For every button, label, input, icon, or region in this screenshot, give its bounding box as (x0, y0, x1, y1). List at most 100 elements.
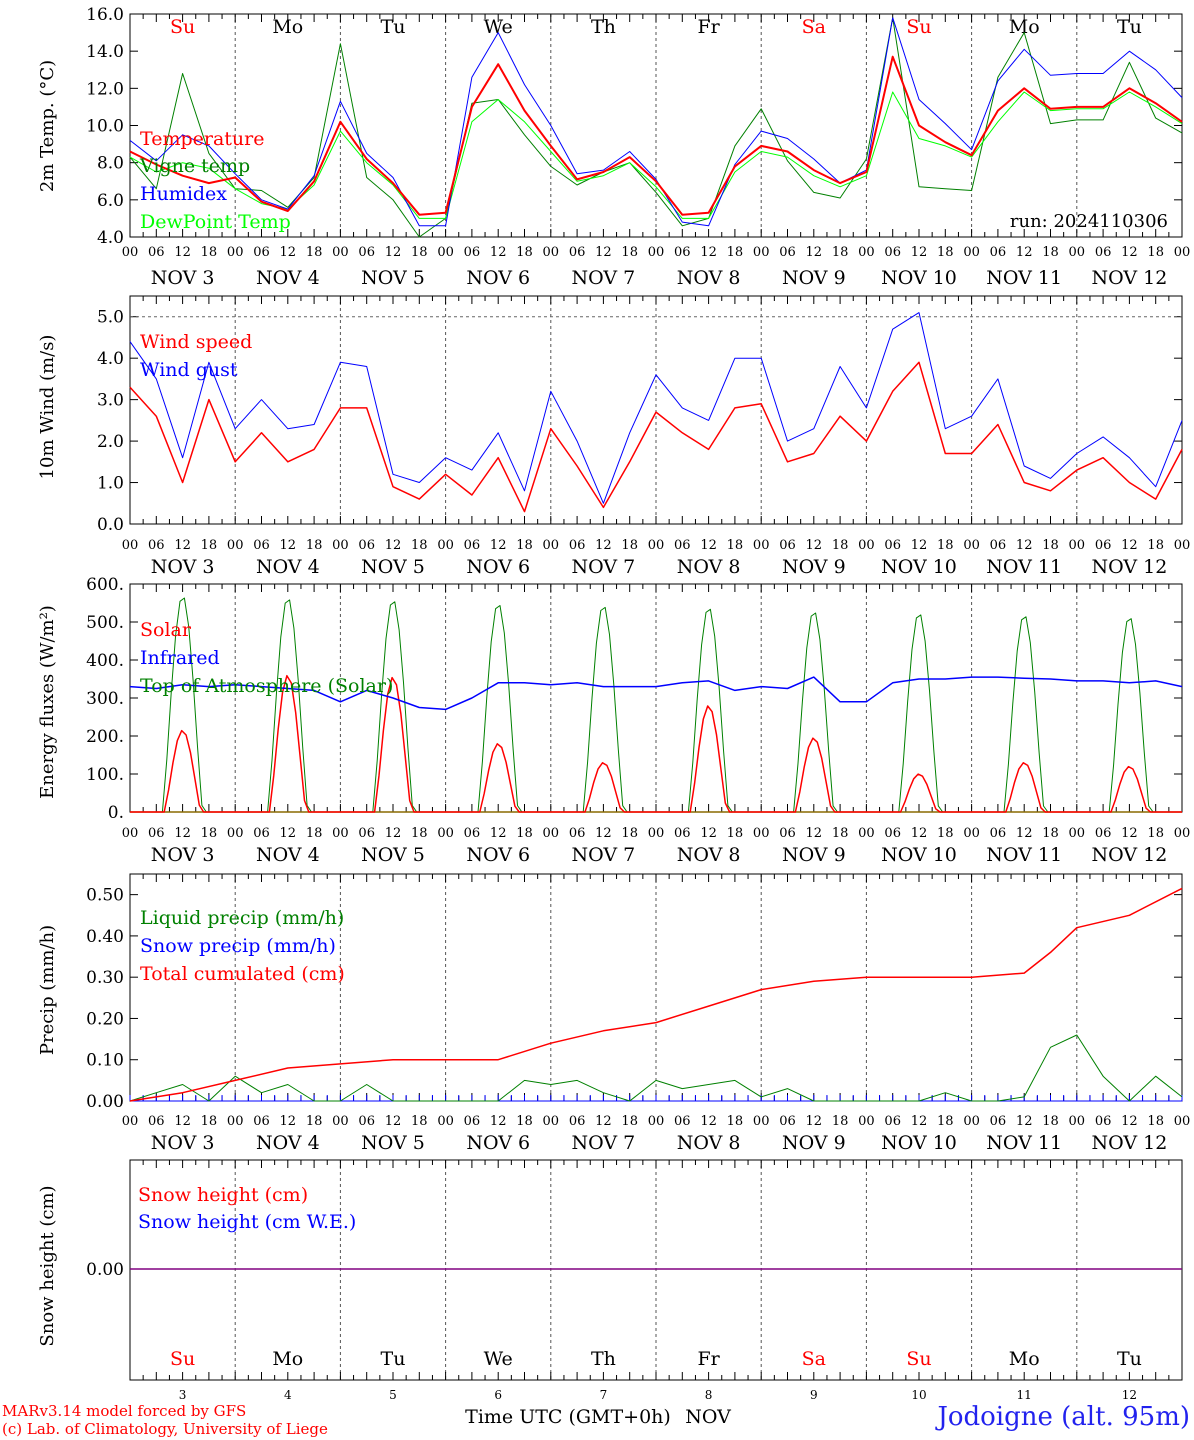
footer-lab-credit: (c) Lab. of Climatology, University of L… (2, 1420, 328, 1438)
date-label: NOV 6 (466, 1132, 530, 1154)
hour-tick-label: 12 (1121, 538, 1138, 553)
hour-tick-label: 18 (727, 826, 744, 841)
day-name: Mo (272, 1348, 303, 1370)
date-label: NOV 3 (151, 844, 215, 866)
hour-tick-label: 06 (358, 826, 375, 841)
date-label: NOV 4 (256, 556, 320, 578)
hour-tick-label: 18 (516, 538, 533, 553)
hour-tick-label: 00 (227, 1114, 244, 1129)
date-label: NOV 4 (256, 844, 320, 866)
hour-tick-label: 00 (858, 826, 875, 841)
hour-tick-label: 12 (280, 538, 297, 553)
hour-tick-label: 06 (253, 1114, 270, 1129)
hour-tick-label: 00 (543, 826, 560, 841)
hour-tick-label: 12 (280, 1114, 297, 1129)
hour-tick-label: 00 (227, 538, 244, 553)
day-name: We (484, 16, 513, 38)
legend-total-cumulated: Total cumulated (cm) (140, 963, 345, 985)
hour-tick-label: 06 (884, 245, 901, 260)
y-tick-label: 0.0 (97, 515, 124, 535)
day-number: 3 (179, 1388, 187, 1402)
dewpoint-line (129, 91, 1183, 219)
day-number: 8 (705, 1388, 713, 1402)
x-axis-title: Time UTC (GMT+0h) (465, 1406, 671, 1428)
hour-tick-label: 12 (1121, 1114, 1138, 1129)
date-label: NOV 9 (782, 1132, 846, 1154)
hour-tick-label: 18 (1042, 245, 1059, 260)
y-tick-label: 14.0 (86, 42, 124, 62)
day-name: Sa (802, 1348, 826, 1370)
hour-tick-label: 12 (911, 245, 928, 260)
hour-tick-label: 12 (595, 245, 612, 260)
legend-wind-speed: Wind speed (140, 331, 252, 353)
y-tick-label: 3.0 (97, 391, 124, 411)
hour-tick-label: 18 (1147, 1114, 1164, 1129)
hour-tick-label: 12 (700, 1114, 717, 1129)
hour-tick-label: 06 (253, 245, 270, 260)
y-tick-label: 5.0 (97, 308, 124, 328)
hour-tick-label: 12 (1121, 245, 1138, 260)
snow-panel: 0.00 Su 3 Mo 4 Tu 5 We 6 Th 7 Fr 8 Sa 9 Su 10 Mo 11 Tu 12 (86, 1159, 1183, 1402)
hour-tick-label: 06 (358, 245, 375, 260)
hour-tick-label: 06 (674, 1114, 691, 1129)
date-label: NOV 10 (881, 1132, 957, 1154)
date-label: NOV 11 (986, 1132, 1062, 1154)
y-tick-label: 500. (86, 613, 124, 633)
legend-vigne-temp: Vigne temp (139, 155, 250, 177)
y-tick-label: 0.10 (86, 1051, 124, 1071)
day-name: Tu (381, 1348, 406, 1370)
day-number: 4 (284, 1388, 292, 1402)
y-label-snow: Snow height (cm) (37, 1185, 58, 1346)
y-tick-label: 4.0 (97, 228, 124, 248)
date-label: NOV 5 (361, 267, 425, 289)
hour-tick-label: 00 (858, 245, 875, 260)
hour-tick-label: 18 (411, 245, 428, 260)
hour-tick-label: 06 (464, 245, 481, 260)
hour-tick-label: 18 (727, 1114, 744, 1129)
hour-tick-label: 18 (727, 538, 744, 553)
y-tick-label: 8.0 (97, 154, 124, 174)
hour-tick-label: 12 (1016, 245, 1033, 260)
date-label: NOV 10 (881, 267, 957, 289)
hour-tick-label: 06 (358, 538, 375, 553)
date-label: NOV 7 (572, 844, 636, 866)
hour-tick-label: 06 (1095, 826, 1112, 841)
date-label: NOV 10 (881, 556, 957, 578)
hour-tick-label: 06 (569, 538, 586, 553)
hour-tick-label: 00 (753, 538, 770, 553)
hour-tick-label: 12 (174, 1114, 191, 1129)
energy-panel: 00 06 12 18 NOV 3 00 06 12 18 NOV 4 00 06 12 18 NOV 5 0… (86, 575, 1190, 866)
hour-tick-label: 18 (937, 826, 954, 841)
hour-tick-label: 18 (516, 245, 533, 260)
hour-tick-label: 12 (595, 826, 612, 841)
hour-tick-label: 18 (1147, 826, 1164, 841)
hour-tick-label: 06 (1095, 538, 1112, 553)
hour-tick-label: 00 (753, 1114, 770, 1129)
day-number: 11 (1017, 1388, 1032, 1402)
hour-tick-label: 00 (227, 826, 244, 841)
date-label: NOV 7 (572, 556, 636, 578)
hour-tick-label: 06 (779, 245, 796, 260)
date-label: NOV 8 (677, 267, 741, 289)
day-number: 10 (911, 1388, 926, 1402)
hour-tick-label: 18 (621, 1114, 638, 1129)
day-name: Su (170, 16, 195, 38)
hour-tick-label: 00 (543, 538, 560, 553)
hour-tick-label: 12 (806, 538, 823, 553)
y-tick-label: 0.00 (86, 1260, 124, 1280)
day-name: Fr (697, 1348, 720, 1370)
day-name: Tu (1117, 1348, 1142, 1370)
hour-tick-label: 00 (648, 245, 665, 260)
hour-tick-label: 18 (832, 1114, 849, 1129)
hour-tick-label: 12 (806, 1114, 823, 1129)
date-label: NOV 8 (677, 556, 741, 578)
date-label: NOV 10 (881, 844, 957, 866)
hour-tick-label: 06 (253, 826, 270, 841)
infrared-line (129, 676, 1183, 711)
hour-tick-label: 06 (253, 538, 270, 553)
hour-tick-label: 12 (490, 245, 507, 260)
hour-tick-label: 06 (990, 1114, 1007, 1129)
hour-tick-label: 06 (779, 538, 796, 553)
hour-tick-label: 00 (1174, 1114, 1191, 1129)
